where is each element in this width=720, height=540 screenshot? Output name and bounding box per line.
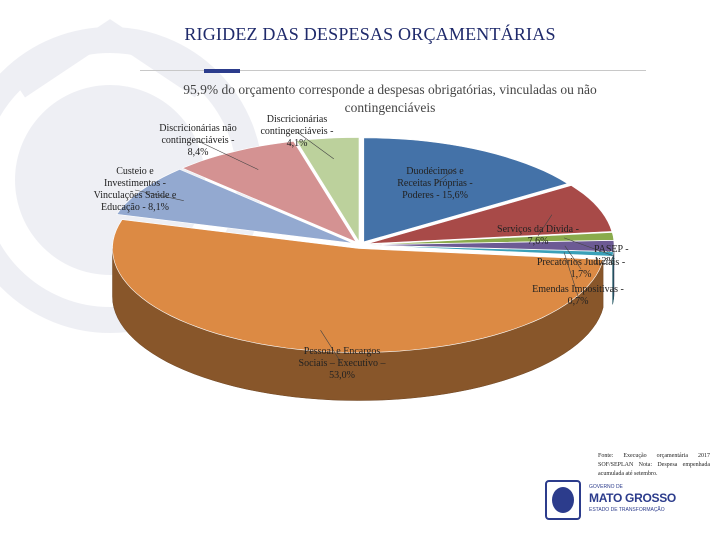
slice-label-servicos-divida: Serviços da Dívida - 7,6%: [497, 224, 579, 247]
pie-top-layer: [112, 137, 615, 353]
pie-slice-discricionarias-nao-contingenciaveis: [181, 140, 357, 243]
pie-slice-custeio-e-investimentos-vinculacoes-saude-e-educacao: [116, 169, 354, 244]
leader-line-emendas-impositivas: [563, 252, 579, 297]
state-seal-icon: [545, 480, 581, 520]
pie-slice-emendas-impositivas: [367, 245, 614, 257]
leader-line-pessoal-e-encargos-sociais-executivo: [320, 330, 343, 365]
pie-slice-duodecimos-e-receitas-proprias-poderes: [363, 137, 569, 243]
source-note: Fonte: Execução orçamentária 2017 SOF/SE…: [598, 453, 710, 477]
leader-line-custeio-e-investimentos-vinculacoes-saude-e-educacao: [134, 189, 184, 201]
logo-line-1: GOVERNO DE: [589, 484, 623, 490]
leader-line-pasep: [563, 237, 615, 257]
pie-slice-discricionarias-contingenciaveis: [295, 137, 360, 243]
slice-label-precatorios: Precatórios Judiciais - 1,7%: [536, 257, 626, 280]
title-divider: [140, 70, 646, 71]
slide-title: RIGIDEZ DAS DESPESAS ORÇAMENTÁRIAS: [184, 24, 556, 44]
label-leader-lines: [134, 131, 615, 365]
leader-line-discricionarias-nao-contingenciaveis: [197, 140, 259, 170]
leader-line-duodecimos-e-receitas-proprias-poderes: [434, 168, 457, 185]
slice-label-emendas: Emendas Impositivas - 0,7%: [532, 284, 624, 307]
slice-label-custeio: Custeio e Investimentos - Vinculações Sa…: [93, 166, 177, 213]
slide-subtitle: 95,9% do orçamento corresponde a despesa…: [183, 82, 597, 115]
title-divider-accent: [204, 69, 240, 73]
slice-label-pasep: PASEP - 1,2%: [594, 244, 629, 267]
government-logo: GOVERNO DE MATO GROSSO ESTADO DE TRANSFO…: [545, 478, 710, 522]
pie-slice-servicos-da-divida: [367, 185, 613, 244]
leader-line-precatorios-judiciais: [564, 245, 582, 270]
slice-label-discricionarias-nao: Discricionárias não contingenciáveis - 8…: [159, 123, 237, 158]
pie-slice-pessoal-e-encargos-sociais-executivo: [112, 219, 604, 353]
leader-line-discricionarias-contingenciaveis: [296, 131, 334, 160]
logo-line-3: ESTADO DE TRANSFORMAÇÃO: [589, 507, 665, 513]
pie-slice-pasep: [367, 232, 615, 245]
logo-line-2: MATO GROSSO: [589, 491, 676, 505]
slice-label-discricionarias: Discricionárias contingenciáveis - 4,1%: [260, 114, 334, 149]
leader-line-servicos-da-divida: [537, 214, 553, 237]
slice-label-pessoal: Pessoal e Encargos Sociais – Executivo –…: [298, 346, 386, 381]
slice-label-duodecimos: Duodécimos e Receitas Próprias - Poderes…: [397, 166, 473, 201]
